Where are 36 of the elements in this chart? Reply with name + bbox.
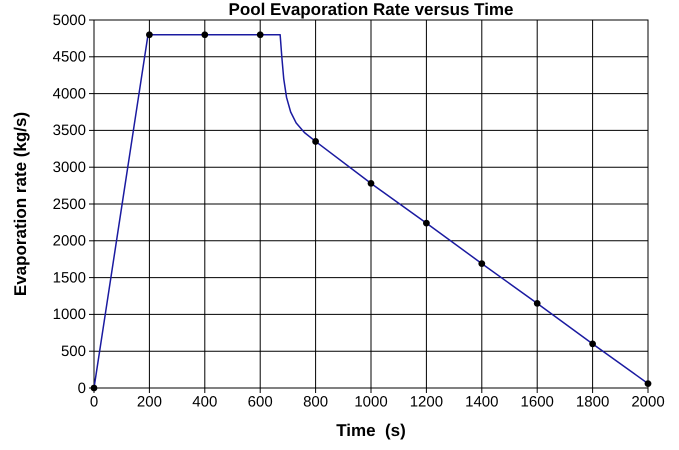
- x-tick-label: 2000: [631, 394, 665, 411]
- point: [644, 380, 652, 387]
- x-tick-label: 1200: [410, 394, 444, 411]
- x-tick-label: 1800: [576, 394, 610, 411]
- point: [534, 300, 541, 307]
- y-tick-label: 4000: [52, 85, 86, 102]
- point: [589, 340, 596, 348]
- point: [368, 180, 374, 187]
- y-tick-label: 5000: [52, 12, 86, 29]
- y-tick-label: 3000: [52, 159, 86, 176]
- y-tick-label: 500: [60, 343, 86, 360]
- y-tick-label: 4500: [52, 48, 86, 66]
- x-tick-label: 200: [136, 394, 162, 411]
- y-tick-label: 3500: [52, 122, 86, 140]
- x-tick-label: 1600: [520, 394, 554, 411]
- x-tick-label: 800: [303, 394, 328, 411]
- x-axis-title: Time (s): [336, 421, 406, 440]
- y-tick-label: 1500: [52, 269, 86, 286]
- y-tick-label: 1000: [52, 306, 86, 324]
- point: [90, 384, 98, 392]
- x-tick-label: 1000: [354, 394, 388, 411]
- point: [312, 138, 319, 145]
- point: [201, 31, 208, 38]
- x-tick-label: 0: [90, 394, 98, 411]
- y-tick-label: 2000: [52, 232, 86, 250]
- y-tick-label: 0: [78, 380, 86, 397]
- x-tick-label: 400: [192, 394, 218, 411]
- point: [256, 31, 264, 38]
- point: [146, 31, 153, 38]
- point: [423, 220, 430, 227]
- chart-title: Pool Evaporation Rate versus Time: [228, 0, 514, 19]
- y-axis-title: Evaporation rate (kg/s): [11, 112, 30, 296]
- x-tick-label: 600: [248, 394, 273, 411]
- point: [478, 260, 486, 267]
- y-tick-label: 2500: [52, 196, 86, 213]
- x-tick-label: 1400: [465, 394, 498, 411]
